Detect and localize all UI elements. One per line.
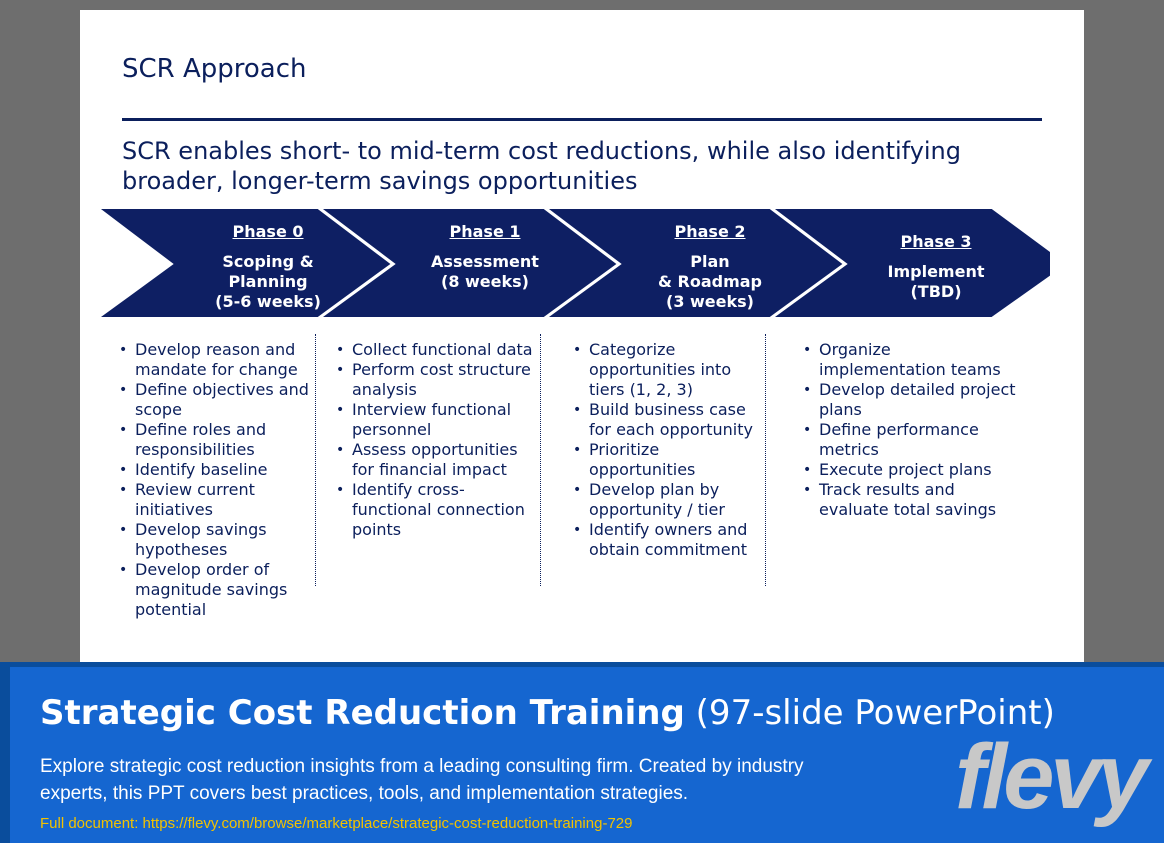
chevron-phase-1 (316, 208, 620, 319)
list-item: Track results and evaluate total savings (801, 480, 1016, 520)
phase-2-label: Phase 2 (674, 222, 746, 241)
list-item: Collect functional data (334, 340, 534, 360)
list-item: Prioritize opportunities (571, 440, 755, 480)
slide: SCR Approach SCR enables short- to mid-t… (80, 10, 1084, 662)
list-item: Organize implementation teams (801, 340, 1016, 380)
banner-title: Strategic Cost Reduction Training (97-sl… (40, 693, 1055, 733)
list-item: Identify owners and obtain commitment (571, 520, 755, 560)
phase-3-activities: Organize implementation teams Develop de… (801, 340, 1016, 520)
list-item: Develop reason and mandate for change (117, 340, 309, 380)
banner-title-light: (97-slide PowerPoint) (695, 693, 1055, 733)
list-item: Identify cross-functional connection poi… (334, 480, 534, 540)
list-item: Perform cost structure analysis (334, 360, 534, 400)
phase-1-label: Phase 1 (449, 222, 521, 241)
phase-2-activities: Categorize opportunities into tiers (1, … (571, 340, 755, 560)
slide-subtitle: SCR enables short- to mid-term cost redu… (122, 137, 962, 195)
list-item: Develop savings hypotheses (117, 520, 309, 560)
list-item: Define objectives and scope (117, 380, 309, 420)
column-divider (540, 334, 541, 586)
document-link[interactable]: Full document: https://flevy.com/browse/… (40, 815, 633, 832)
phase-2-header: Phase 2 Plan & Roadmap (3 weeks) (640, 222, 780, 312)
chevron-phase-3 (768, 208, 1050, 319)
list-item: Develop order of magnitude savings poten… (117, 560, 309, 620)
phase-1-body: Assessment (8 weeks) (431, 252, 539, 291)
list-item: Identify baseline (117, 460, 309, 480)
phase-0-header: Phase 0 Scoping & Planning (5-6 weeks) (198, 222, 338, 312)
column-divider (315, 334, 316, 586)
title-divider (122, 118, 1042, 121)
list-item: Build business case for each opportunity (571, 400, 755, 440)
chevron-phase-0 (98, 208, 394, 319)
phase-1-activities: Collect functional data Perform cost str… (334, 340, 534, 540)
slide-title: SCR Approach (122, 54, 307, 84)
banner-description: Explore strategic cost reduction insight… (40, 756, 804, 804)
phase-chevrons (98, 208, 1050, 319)
flevy-logo: flevy (955, 726, 1149, 828)
phase-3-label: Phase 3 (900, 232, 972, 251)
phase-0-activities: Develop reason and mandate for change De… (117, 340, 309, 620)
list-item: Define performance metrics (801, 420, 1016, 460)
list-item: Develop detailed project plans (801, 380, 1016, 420)
list-item: Interview functional personnel (334, 400, 534, 440)
promo-banner-panel: Strategic Cost Reduction Training (97-sl… (10, 667, 1164, 843)
list-item: Assess opportunities for financial impac… (334, 440, 534, 480)
banner-title-bold: Strategic Cost Reduction Training (40, 693, 685, 733)
phase-3-header: Phase 3 Implement (TBD) (866, 232, 1006, 302)
list-item: Categorize opportunities into tiers (1, … (571, 340, 755, 400)
phase-1-header: Phase 1 Assessment (8 weeks) (410, 222, 560, 292)
phase-0-body: Scoping & Planning (5-6 weeks) (215, 252, 321, 311)
list-item: Define roles and responsibilities (117, 420, 309, 460)
phase-2-body: Plan & Roadmap (3 weeks) (657, 252, 762, 311)
column-divider (765, 334, 766, 586)
phase-0-label: Phase 0 (232, 222, 304, 241)
chevron-phase-2 (542, 208, 846, 319)
phase-3-body: Implement (TBD) (887, 262, 985, 301)
list-item: Review current initiatives (117, 480, 309, 520)
promo-banner: Strategic Cost Reduction Training (97-sl… (0, 662, 1164, 843)
list-item: Develop plan by opportunity / tier (571, 480, 755, 520)
list-item: Execute project plans (801, 460, 1016, 480)
